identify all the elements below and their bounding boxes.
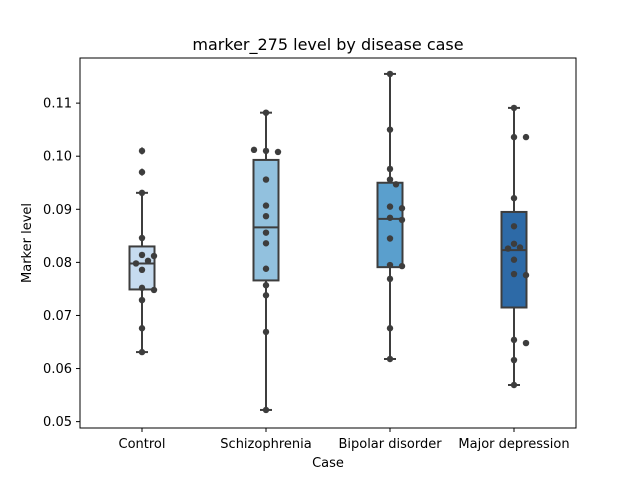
data-point — [138, 147, 146, 155]
data-point — [262, 282, 270, 289]
data-point — [392, 181, 400, 188]
data-point — [398, 216, 406, 224]
data-point — [250, 146, 258, 154]
data-point — [386, 203, 394, 210]
x-tick-label: Major depression — [458, 437, 569, 452]
data-point — [138, 168, 146, 176]
data-point — [386, 70, 394, 78]
y-tick-label: 0.06 — [43, 362, 72, 377]
data-point — [522, 339, 530, 347]
data-point — [510, 104, 518, 112]
data-point — [262, 406, 270, 414]
data-point — [144, 257, 152, 264]
data-point — [510, 336, 518, 344]
data-point — [262, 176, 270, 183]
y-tick-label: 0.07 — [43, 309, 72, 324]
x-axis-label: Case — [312, 456, 344, 471]
data-point — [386, 235, 394, 242]
data-point — [138, 296, 146, 304]
y-tick-label: 0.05 — [43, 415, 72, 430]
data-point — [386, 325, 394, 332]
y-tick-label: 0.09 — [43, 203, 72, 218]
data-point — [262, 265, 270, 272]
data-point — [150, 286, 158, 294]
data-point — [262, 212, 270, 220]
data-point — [386, 275, 394, 283]
data-point — [398, 262, 406, 270]
data-point — [510, 194, 518, 202]
data-point — [510, 133, 518, 141]
data-point — [262, 328, 270, 336]
data-point — [262, 109, 270, 116]
data-point — [510, 240, 518, 247]
data-point — [138, 284, 146, 292]
data-point — [262, 202, 270, 209]
data-point — [262, 292, 270, 299]
data-point — [510, 270, 518, 278]
chart-title: marker_275 level by disease case — [192, 35, 463, 55]
data-point — [274, 148, 282, 156]
data-point — [386, 165, 394, 173]
data-point — [386, 214, 394, 221]
box-2 — [376, 181, 404, 269]
x-tick-label: Schizophrenia — [220, 437, 311, 452]
data-point — [150, 252, 158, 260]
data-point — [510, 223, 518, 230]
data-point — [522, 271, 530, 279]
x-tick-label: Bipolar disorder — [338, 437, 442, 452]
data-point — [138, 266, 146, 274]
data-point — [386, 126, 394, 133]
data-point — [138, 189, 146, 197]
data-point — [132, 260, 140, 267]
y-axis-label: Marker level — [20, 203, 35, 283]
data-point — [138, 234, 146, 242]
data-point — [510, 256, 518, 263]
data-point — [516, 244, 524, 251]
data-point — [262, 240, 270, 247]
data-point — [510, 381, 518, 389]
plot-frame — [79, 57, 577, 429]
y-tick-label: 0.11 — [43, 97, 72, 112]
data-point — [386, 355, 394, 363]
data-point — [138, 348, 146, 356]
data-point — [262, 147, 270, 155]
x-tick-label: Control — [119, 437, 166, 452]
data-point — [262, 229, 270, 236]
data-point — [510, 356, 518, 364]
data-point — [386, 261, 394, 269]
data-point — [522, 133, 530, 141]
data-point — [398, 205, 406, 212]
y-tick-label: 0.10 — [43, 150, 72, 165]
data-point — [138, 251, 146, 259]
data-point — [504, 245, 512, 252]
data-point — [138, 325, 146, 332]
y-tick-label: 0.08 — [43, 256, 72, 271]
plot-area: 0.05 0.06 0.07 0.08 0.09 0.10 0.11 Control Schiz… — [43, 70, 570, 452]
data-point — [386, 176, 394, 183]
